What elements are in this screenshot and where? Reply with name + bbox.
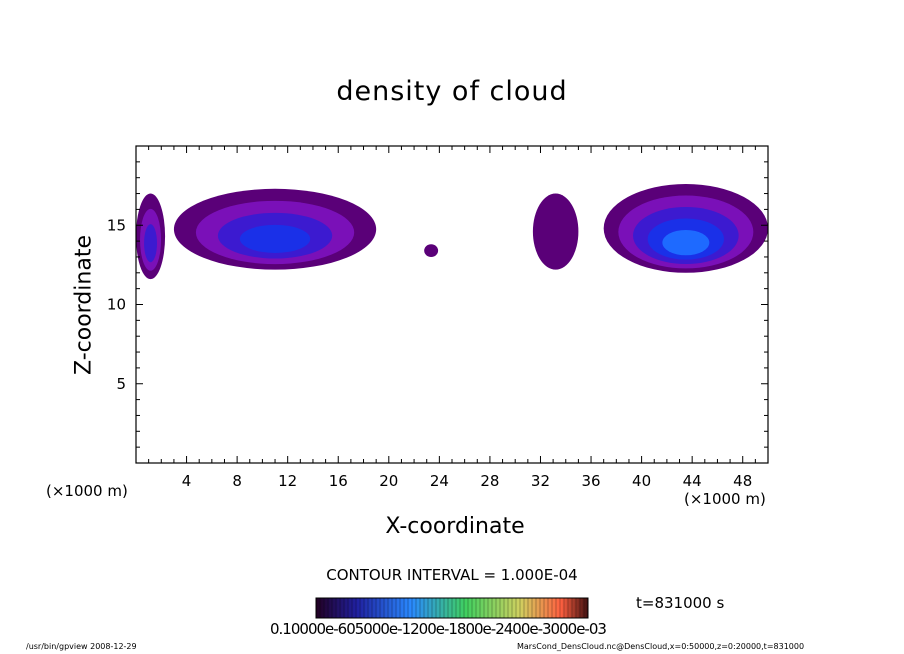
x-tick-label: 48	[733, 472, 752, 490]
footer-program-date: /usr/bin/gpview 2008-12-29	[26, 642, 137, 651]
x-tick-label: 8	[232, 472, 242, 490]
x-unit-label-left: (×1000 m)	[46, 482, 128, 500]
y-tick-label: 15	[107, 216, 126, 234]
x-unit-label-right: (×1000 m)	[684, 490, 766, 508]
x-tick-label: 40	[632, 472, 651, 490]
cloud-contour	[662, 229, 710, 256]
colorbar-labels: 0.10000e-605000e-1200e-1800e-2400e-3000e…	[270, 620, 607, 638]
x-tick-label: 12	[278, 472, 297, 490]
chart-title: density of cloud	[336, 76, 568, 107]
x-tick-label: 24	[430, 472, 449, 490]
y-axis-label: Z-coordinate	[71, 235, 97, 375]
time-label: t=831000 s	[636, 594, 725, 612]
y-tick-label: 10	[107, 296, 126, 314]
x-tick-label: 4	[182, 472, 192, 490]
x-tick-label: 20	[379, 472, 398, 490]
y-tick-label: 5	[116, 375, 126, 393]
footer-source: MarsCond_DensCloud.nc@DensCloud,x=0:5000…	[517, 642, 805, 651]
x-tick-label: 32	[531, 472, 550, 490]
cloud-density-field	[136, 184, 768, 280]
x-tick-label: 36	[581, 472, 600, 490]
cloud-contour	[424, 244, 439, 257]
x-axis-label: X-coordinate	[385, 514, 525, 539]
colorbar	[315, 597, 589, 619]
x-tick-label: 44	[683, 472, 702, 490]
contour-interval-label: CONTOUR INTERVAL = 1.000E-04	[326, 566, 578, 584]
cloud-contour	[239, 224, 311, 253]
cloud-contour	[532, 193, 579, 270]
cloud-contour	[144, 224, 157, 263]
x-tick-label: 28	[480, 472, 499, 490]
x-tick-label: 16	[329, 472, 348, 490]
